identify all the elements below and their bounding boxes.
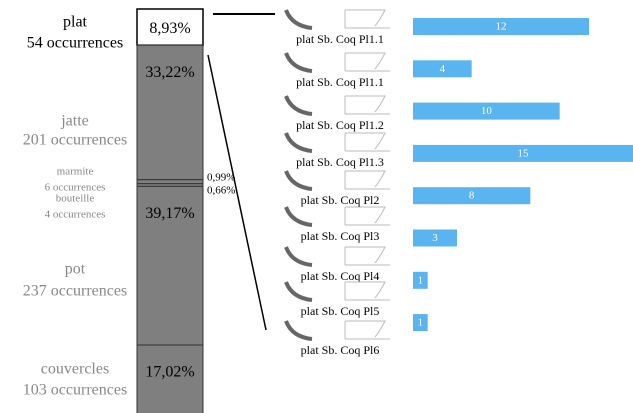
bar	[413, 144, 633, 162]
segment-name: marmite	[57, 166, 94, 178]
bar-value-label: 10	[481, 105, 493, 117]
bar-value-label: 1	[418, 317, 424, 329]
column-segment	[136, 179, 204, 185]
profile-section	[284, 52, 313, 73]
bar-value-label: 15	[518, 147, 530, 159]
bar-value-label: 3	[432, 232, 438, 244]
profile-outline	[344, 52, 390, 72]
bar	[413, 271, 428, 289]
bar	[413, 229, 457, 247]
segment-count: 201 occurrences	[23, 132, 127, 149]
profile-section	[284, 170, 313, 191]
profile-section	[284, 95, 313, 116]
bar-value-label: 4	[440, 63, 446, 75]
profile-outline	[344, 320, 390, 340]
profile-outline	[344, 132, 390, 152]
profile-outline	[344, 246, 390, 266]
profile-section	[284, 132, 313, 153]
bar-value-label: 1	[418, 274, 424, 286]
segment-count: 103 occurrences	[23, 382, 127, 399]
profile-section	[284, 281, 313, 302]
profile-label: plat Sb. Coq Pl5	[301, 304, 380, 318]
segment-count: 237 occurrences	[23, 283, 127, 300]
column-segment	[136, 8, 204, 46]
profile-label: plat Sb. Coq Pl4	[301, 269, 380, 283]
segment-percent: 33,22%	[145, 64, 194, 81]
profile-section	[284, 320, 313, 341]
profile-label: plat Sb. Coq Pl1.2	[296, 118, 384, 132]
segment-name: pot	[65, 261, 86, 278]
profile-section	[284, 246, 313, 267]
bar-value-label: 8	[469, 190, 475, 202]
segment-name: couvercles	[41, 361, 109, 378]
segment-name: bouteille	[56, 193, 95, 205]
profile-label: plat Sb. Coq Pl1.3	[296, 155, 384, 169]
column-segment	[136, 44, 204, 181]
profile-label: plat Sb. Coq Pl3	[301, 229, 380, 243]
segment-percent: 8,93%	[149, 20, 190, 37]
connector	[207, 54, 267, 331]
segment-count: 6 occurrences	[45, 182, 106, 194]
segment-percent: 0,99%	[207, 172, 235, 184]
segment-name: jatte	[60, 113, 89, 130]
profile-outline	[344, 170, 390, 190]
segment-count: 54 occurrences	[27, 35, 123, 52]
column-segment	[136, 344, 204, 413]
bar	[413, 314, 428, 332]
profile-outline	[344, 9, 390, 29]
column-segment	[136, 185, 204, 346]
segment-percent: 17,02%	[145, 364, 194, 381]
segment-count: 4 occurrences	[45, 209, 106, 221]
bar-value-label: 12	[496, 21, 507, 33]
profile-section	[284, 9, 313, 30]
profile-label: plat Sb. Coq Pl1.1	[296, 32, 384, 46]
profile-label: plat Sb. Coq Pl1.1	[296, 75, 384, 89]
profile-section	[284, 206, 313, 227]
profile-outline	[344, 95, 390, 115]
profile-outline	[344, 206, 390, 226]
segment-name: plat	[63, 14, 88, 31]
profile-outline	[344, 281, 390, 301]
segment-percent: 39,17%	[145, 205, 194, 222]
bar	[413, 187, 531, 205]
bar	[413, 60, 472, 78]
bar	[413, 18, 589, 35]
profile-label: plat Sb. Coq Pl6	[301, 343, 380, 357]
profile-label: plat Sb. Coq Pl2	[301, 193, 380, 207]
segment-percent: 0,66%	[207, 185, 235, 197]
bar	[413, 102, 560, 120]
